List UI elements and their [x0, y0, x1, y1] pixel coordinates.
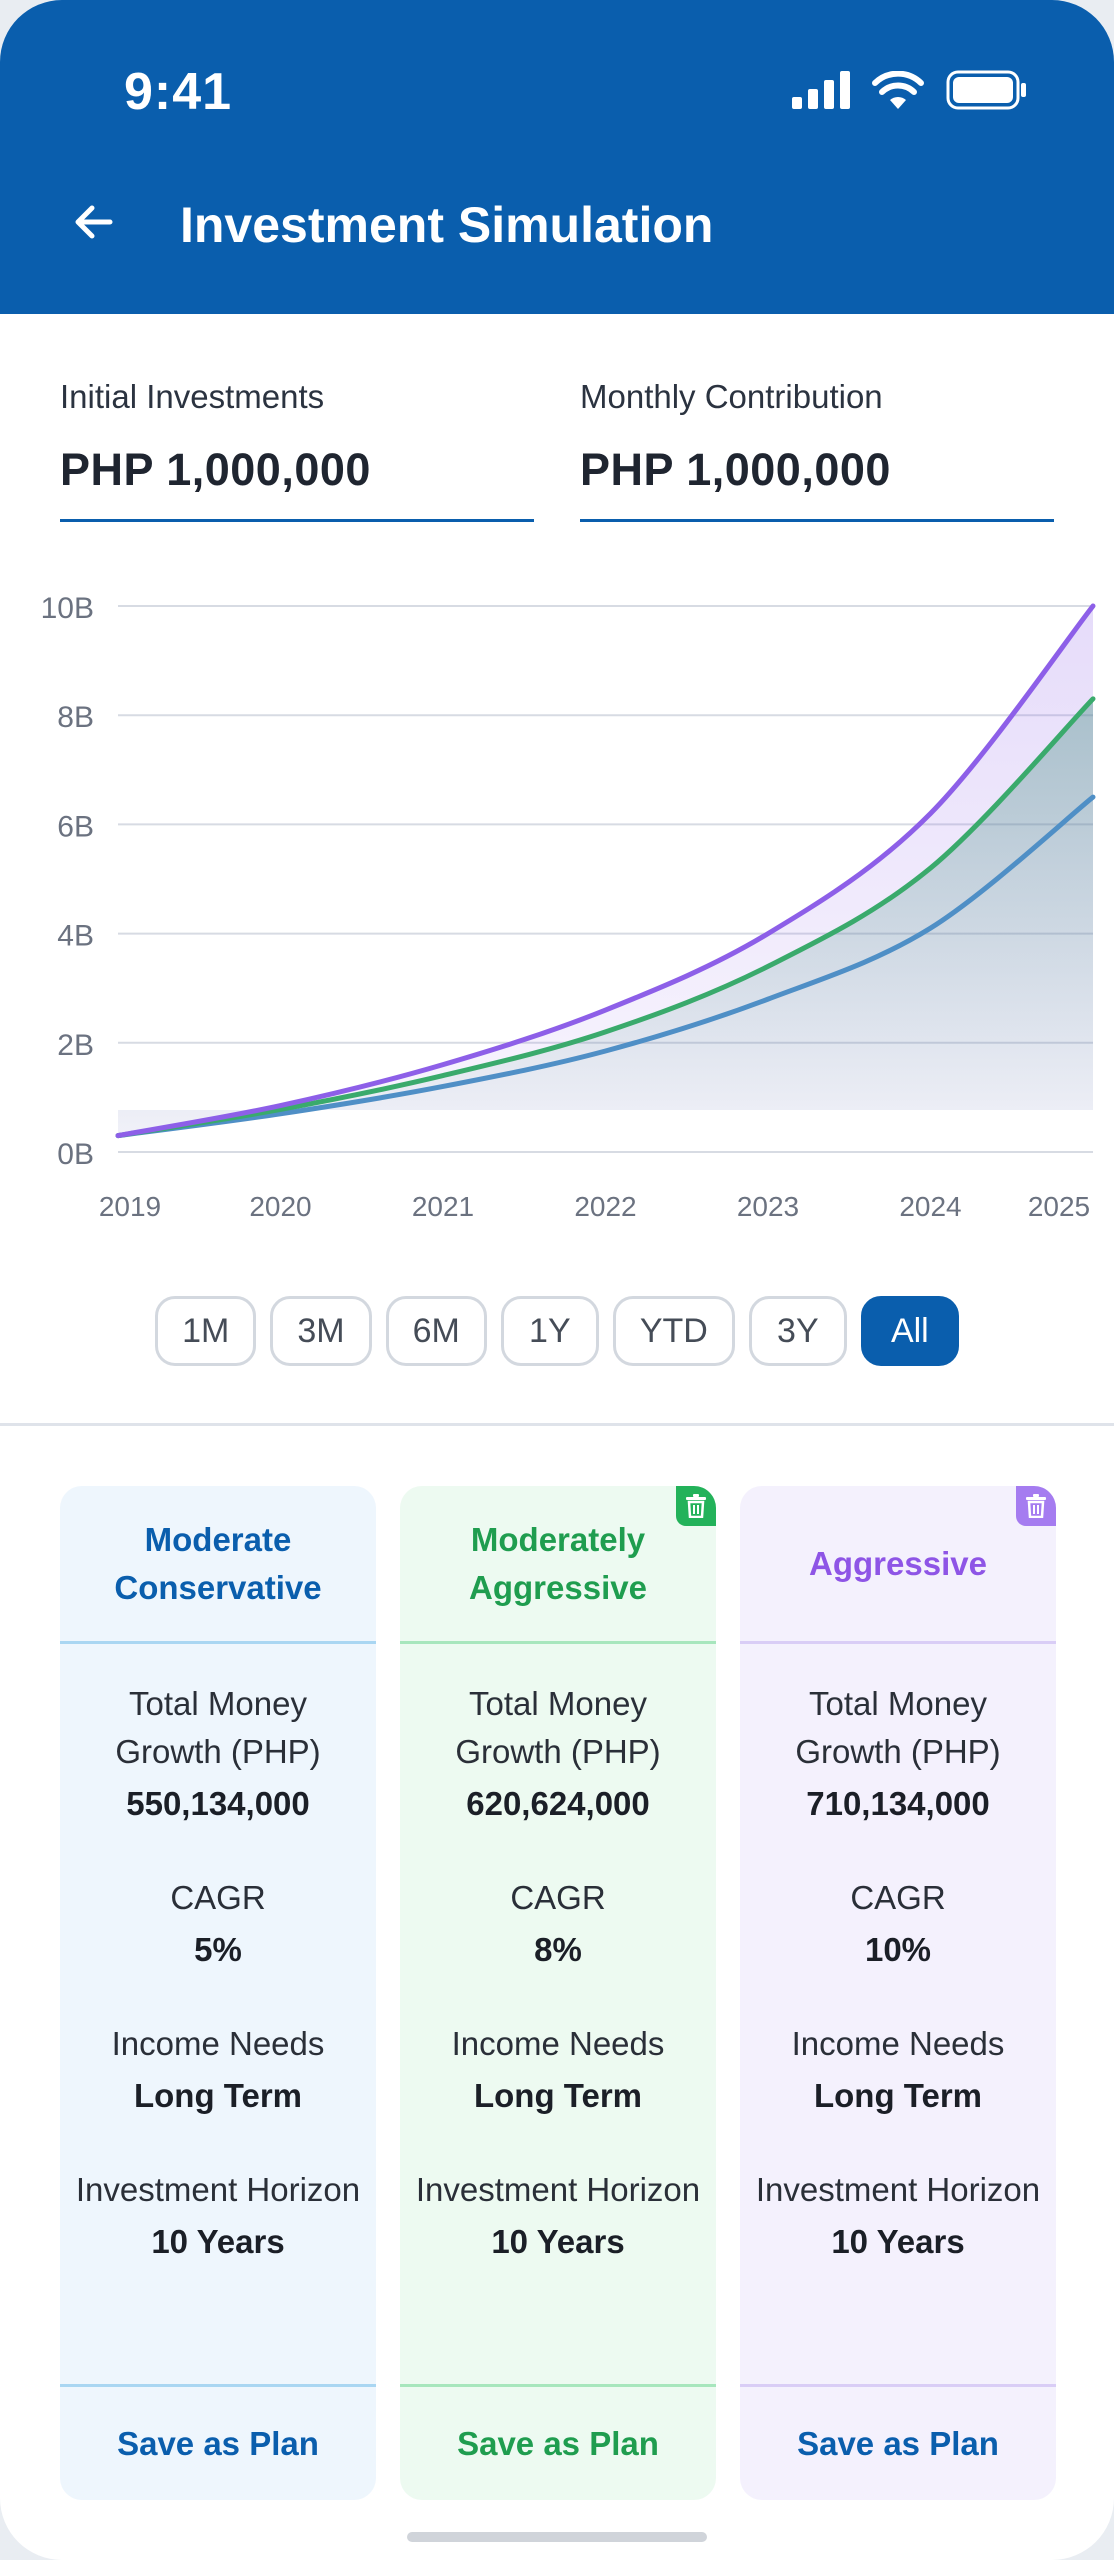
plan-name: Aggressive	[740, 1486, 1056, 1644]
total-growth-value: 550,134,000	[126, 1785, 310, 1822]
range-button-3m[interactable]: 3M	[270, 1296, 372, 1366]
income-needs-label: Income Needs	[791, 2025, 1005, 2062]
line-aggressive	[115, 603, 1096, 1139]
initial-investment-field[interactable]: Initial Investments PHP 1,000,000	[60, 378, 534, 522]
total-growth-value: 620,624,000	[466, 1785, 650, 1822]
line-moderate-conservative	[115, 794, 1096, 1139]
home-indicator	[407, 2532, 707, 2542]
cagr-metric: CAGR 5%	[60, 1874, 376, 1974]
x-tick-label: 2019	[99, 1191, 161, 1222]
x-tick-label: 2025	[1028, 1191, 1090, 1222]
app-header: 9:41 Investment Simulation	[0, 0, 1114, 314]
range-button-ytd[interactable]: YTD	[612, 1296, 735, 1366]
delete-plan-button[interactable]	[676, 1486, 716, 1526]
status-time: 9:41	[124, 63, 233, 121]
income-needs-label: Income Needs	[111, 2025, 325, 2062]
signal-icon	[792, 71, 850, 109]
trash-icon	[1026, 1494, 1046, 1518]
back-arrow-icon[interactable]	[70, 198, 118, 246]
battery-icon	[946, 70, 1026, 110]
x-tick-label: 2021	[412, 1191, 474, 1222]
initial-investment-value[interactable]: PHP 1,000,000	[60, 444, 371, 495]
x-tick-label: 2024	[899, 1191, 961, 1222]
monthly-contribution-label: Monthly Contribution	[580, 378, 883, 415]
total-growth-metric: Total Money Growth (PHP) 620,624,000	[400, 1680, 716, 1828]
horizon-label: Investment Horizon	[755, 2171, 1041, 2208]
cagr-value: 10%	[864, 1931, 932, 1968]
total-growth-value: 710,134,000	[806, 1785, 990, 1822]
cagr-label: CAGR	[170, 1879, 266, 1916]
plan-name: Moderate Conservative	[60, 1486, 376, 1644]
income-needs-value: Long Term	[813, 2077, 983, 2114]
income-needs-metric: Income Needs Long Term	[740, 2020, 1056, 2120]
x-tick-label: 2022	[574, 1191, 636, 1222]
y-tick-label: 10B	[41, 592, 94, 625]
total-growth-metric: Total Money Growth (PHP) 550,134,000	[60, 1680, 376, 1828]
horizon-metric: Investment Horizon 10 Years	[740, 2166, 1056, 2266]
horizon-value: 10 Years	[831, 2223, 965, 2260]
plan-card-moderate-conservative: Moderate Conservative Total Money Growth…	[60, 1486, 376, 2500]
area-moderately-aggressive	[118, 698, 1093, 1136]
cagr-metric: CAGR 10%	[740, 1874, 1056, 1974]
cagr-label: CAGR	[510, 1879, 606, 1916]
horizon-label: Investment Horizon	[75, 2171, 361, 2208]
section-divider	[0, 1423, 1114, 1426]
cagr-label: CAGR	[850, 1879, 946, 1916]
time-range-selector: 1M 3M 6M 1Y YTD 3Y All	[0, 1296, 1114, 1366]
income-needs-label: Income Needs	[451, 2025, 665, 2062]
horizon-value: 10 Years	[151, 2223, 285, 2260]
y-tick-label: 8B	[57, 701, 94, 734]
y-tick-label: 2B	[57, 1029, 94, 1062]
save-as-plan-button[interactable]: Save as Plan	[740, 2384, 1056, 2500]
total-growth-label: Total Money Growth (PHP)	[115, 1685, 321, 1770]
cagr-metric: CAGR 8%	[400, 1874, 716, 1974]
x-tick-label: 2023	[737, 1191, 799, 1222]
range-button-1m[interactable]: 1M	[155, 1296, 257, 1366]
initial-investment-label: Initial Investments	[60, 378, 325, 415]
y-tick-label: 0B	[57, 1138, 94, 1171]
growth-chart: 0B 2B 4B 6B 8B 10B 2019 2020 2021 2022 2023 2024 202…	[41, 592, 1096, 1222]
total-growth-label: Total Money Growth (PHP)	[455, 1685, 661, 1770]
range-button-3y[interactable]: 3Y	[748, 1296, 847, 1366]
y-tick-label: 6B	[57, 810, 94, 843]
delete-plan-button[interactable]	[1016, 1486, 1056, 1526]
income-needs-value: Long Term	[133, 2077, 303, 2114]
range-button-6m[interactable]: 6M	[385, 1296, 487, 1366]
horizon-metric: Investment Horizon 10 Years	[60, 2166, 376, 2266]
range-button-all[interactable]: All	[860, 1296, 959, 1366]
plan-card-aggressive: Aggressive Total Money Growth (PHP) 710,…	[740, 1486, 1056, 2500]
income-needs-metric: Income Needs Long Term	[400, 2020, 716, 2120]
cagr-value: 5%	[194, 1931, 242, 1968]
plan-name: Moderately Aggressive	[400, 1486, 716, 1644]
horizon-label: Investment Horizon	[415, 2171, 701, 2208]
horizon-value: 10 Years	[491, 2223, 625, 2260]
plan-card-moderately-aggressive: Moderately Aggressive Total Money Growth…	[400, 1486, 716, 2500]
wifi-icon	[872, 71, 924, 109]
horizon-metric: Investment Horizon 10 Years	[400, 2166, 716, 2266]
range-button-1y[interactable]: 1Y	[500, 1296, 599, 1366]
total-growth-metric: Total Money Growth (PHP) 710,134,000	[740, 1680, 1056, 1828]
status-icons	[792, 70, 1028, 110]
x-tick-label: 2020	[249, 1191, 311, 1222]
income-needs-value: Long Term	[473, 2077, 643, 2114]
income-needs-metric: Income Needs Long Term	[60, 2020, 376, 2120]
save-as-plan-button[interactable]: Save as Plan	[400, 2384, 716, 2500]
y-tick-label: 4B	[57, 920, 94, 953]
monthly-contribution-field[interactable]: Monthly Contribution PHP 1,000,000	[580, 378, 1054, 522]
page-title: Investment Simulation	[180, 197, 714, 253]
save-as-plan-button[interactable]: Save as Plan	[60, 2384, 376, 2500]
total-growth-label: Total Money Growth (PHP)	[795, 1685, 1001, 1770]
line-moderately-aggressive	[115, 696, 1096, 1139]
trash-icon	[686, 1494, 706, 1518]
monthly-contribution-value[interactable]: PHP 1,000,000	[580, 444, 891, 495]
cagr-value: 8%	[534, 1931, 582, 1968]
